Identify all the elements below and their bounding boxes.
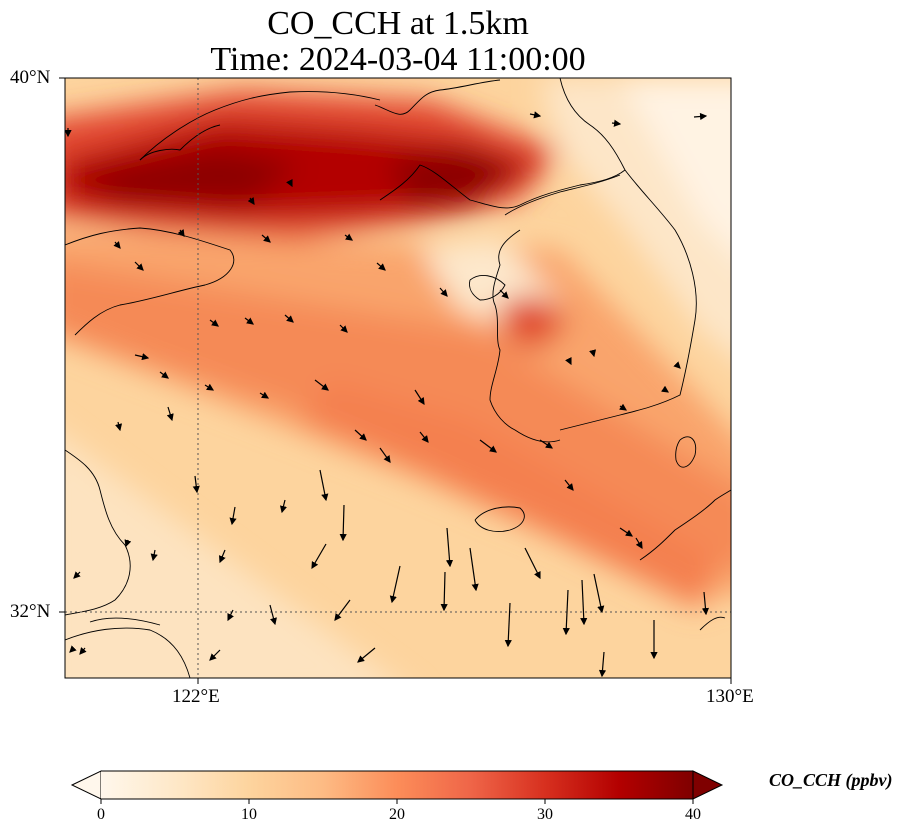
wind-arrow: [311, 543, 327, 570]
wind-arrow: [354, 429, 367, 441]
wind-arrow: [635, 537, 643, 550]
axis-ticks: [59, 77, 732, 684]
wind-vectors: [64, 111, 710, 678]
wind-arrow: [440, 571, 448, 612]
wind-arrow: [166, 406, 174, 422]
wind-arrow: [150, 549, 158, 562]
gridlines: [65, 78, 731, 678]
wind-arrow: [504, 602, 512, 648]
wind-arrow: [419, 431, 429, 443]
wind-arrow: [159, 371, 169, 379]
lat-tick-32: 32°N: [10, 601, 51, 622]
lon-tick-130: 130°E: [706, 686, 754, 707]
wind-arrow: [229, 506, 237, 526]
wind-arrow: [598, 651, 607, 678]
colorbar: [70, 770, 724, 804]
wind-arrow: [177, 229, 185, 237]
wind-arrow: [469, 547, 479, 592]
colorbar-tick-10: 10: [241, 806, 257, 823]
wind-arrow: [209, 649, 221, 661]
wind-arrow: [314, 379, 329, 391]
wind-arrow: [339, 504, 347, 542]
wind-arrow: [204, 383, 215, 391]
wind-arrow: [79, 647, 87, 655]
wind-arrow: [499, 289, 509, 299]
wind-arrow: [376, 262, 386, 271]
wind-arrow: [113, 241, 121, 249]
wind-arrow: [124, 539, 132, 548]
wind-arrow: [619, 403, 627, 411]
wind-arrow: [565, 357, 572, 366]
wind-arrow: [593, 573, 605, 614]
wind-arrow: [134, 353, 150, 361]
colorbar-extend-high: [692, 770, 724, 800]
wind-arrow: [589, 349, 597, 358]
wind-arrow: [693, 112, 708, 121]
wind-arrow: [259, 391, 270, 399]
wind-arrow: [539, 439, 553, 449]
title-line-2: Time: 2024-03-04 11:00:00: [210, 41, 586, 78]
wind-arrow: [357, 647, 376, 663]
wind-arrow: [284, 314, 294, 323]
wind-arrow: [209, 319, 219, 327]
wind-arrow: [562, 589, 570, 636]
wind-arrow: [701, 591, 710, 616]
wind-arrow: [529, 111, 542, 119]
wind-arrow: [619, 527, 633, 537]
lon-tick-122: 122°E: [172, 686, 220, 707]
wind-arrow: [339, 324, 348, 333]
wind-arrow: [334, 599, 351, 621]
wind-arrow: [247, 197, 255, 205]
wind-arrow: [115, 421, 123, 432]
colorbar-tick-40: 40: [685, 806, 701, 823]
lat-tick-40: 40°N: [10, 67, 51, 88]
wind-arrow: [524, 547, 541, 580]
wind-arrow: [269, 604, 277, 626]
wind-arrow: [244, 317, 254, 325]
wind-arrow: [379, 447, 391, 463]
wind-arrow: [261, 234, 271, 243]
wind-arrow: [611, 119, 622, 127]
concentration-field: [65, 78, 731, 678]
wind-arrow: [319, 469, 329, 502]
wind-arrow: [439, 287, 448, 297]
wind-arrow: [673, 361, 681, 369]
colorbar-tick-30: 30: [537, 806, 553, 823]
title-line-1: CO_CCH at 1.5km: [267, 5, 529, 42]
wind-arrow: [286, 179, 293, 188]
coastlines: [65, 78, 731, 678]
map-frame: [64, 77, 732, 679]
wind-arrow: [389, 565, 401, 604]
colorbar-extend-low: [70, 770, 102, 800]
wind-arrow: [279, 499, 287, 514]
wind-arrow: [69, 645, 77, 653]
wind-arrow: [564, 479, 574, 491]
wind-arrow: [445, 527, 454, 568]
wind-arrow: [73, 571, 81, 579]
colorbar-tick-20: 20: [389, 806, 405, 823]
wind-arrow: [218, 549, 226, 564]
wind-arrow: [580, 579, 588, 626]
colorbar-gradient: [101, 771, 693, 799]
wind-arrow: [192, 475, 200, 494]
colorbar-label: CO_CCH (ppbv): [769, 770, 893, 790]
wind-arrow: [414, 389, 425, 406]
wind-arrow: [227, 609, 234, 622]
colorbar-tick-0: 0: [97, 806, 105, 823]
wind-arrow: [661, 385, 669, 393]
wind-arrow: [479, 439, 497, 453]
wind-arrow: [134, 261, 144, 271]
wind-arrow: [344, 233, 353, 241]
